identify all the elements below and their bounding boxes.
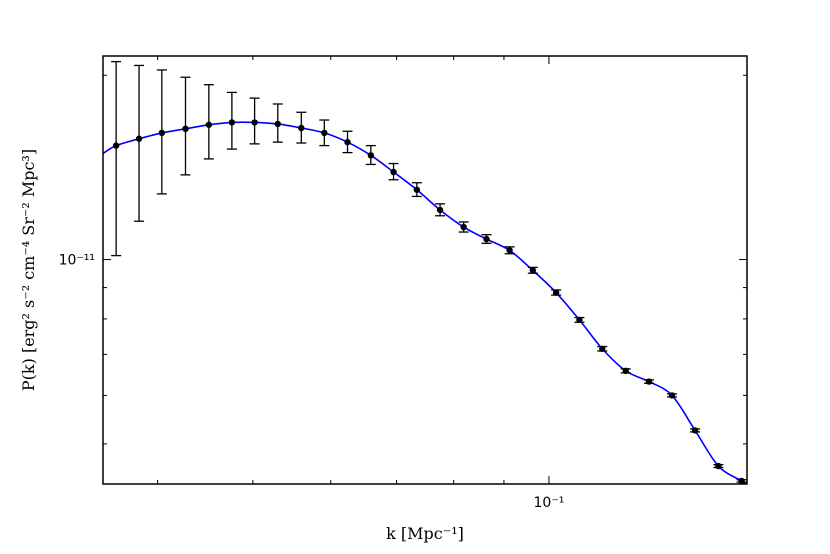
data-point: [668, 392, 676, 399]
data-point: [436, 206, 444, 214]
data-point: [205, 121, 213, 128]
data-point: [622, 367, 629, 375]
data-point: [529, 267, 537, 274]
data-point: [738, 477, 745, 485]
data-point: [344, 138, 351, 146]
data-point: [158, 129, 166, 137]
data-point: [251, 119, 258, 126]
data-point: [182, 125, 189, 133]
data-point: [576, 316, 583, 324]
data-point: [321, 129, 328, 137]
y-axis-label: P(k) [erg² s⁻² cm⁻⁴ Sr⁻² Mpc³]: [19, 149, 38, 391]
data-point: [506, 247, 513, 254]
plot-frame: [102, 55, 748, 485]
x-tick-label: 10⁻¹: [534, 495, 565, 511]
data-point: [645, 378, 653, 385]
data-point: [135, 135, 143, 142]
data-point: [715, 462, 722, 470]
data-point: [274, 120, 281, 128]
data-point: [390, 168, 397, 176]
data-point: [460, 223, 467, 231]
tick-label-layer: 10⁻¹ 10⁻¹¹: [59, 253, 565, 511]
data-point: [228, 119, 236, 126]
data-point: [599, 345, 606, 352]
data-point: [112, 142, 120, 149]
data-point: [552, 289, 560, 296]
x-axis-label: k [Mpc⁻¹]: [386, 524, 464, 543]
data-point-layer: [112, 119, 745, 485]
data-point: [298, 124, 305, 132]
data-point: [367, 152, 375, 159]
data-point: [691, 427, 699, 434]
data-point: [483, 235, 490, 243]
y-tick-label: 10⁻¹¹: [59, 253, 95, 269]
data-point: [413, 186, 421, 193]
